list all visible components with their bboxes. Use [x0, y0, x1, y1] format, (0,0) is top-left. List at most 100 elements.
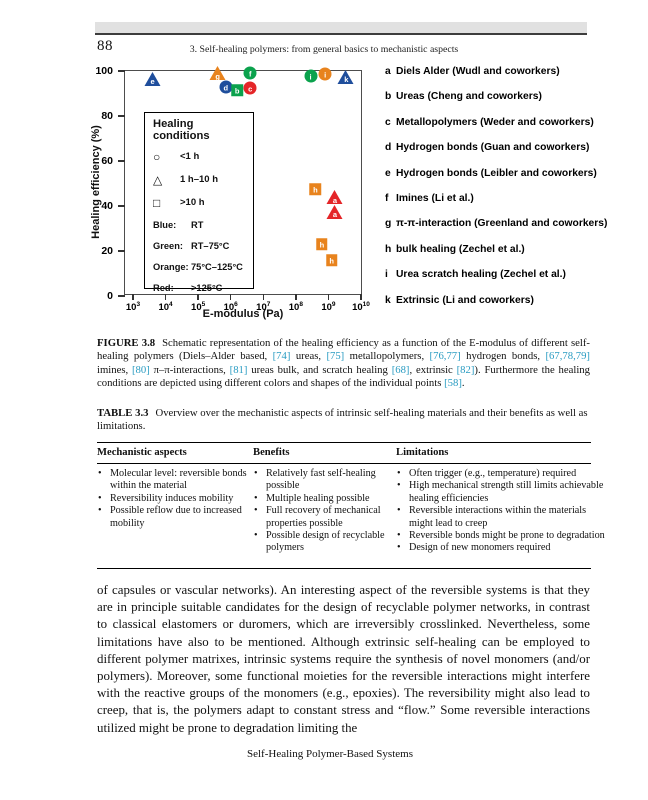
key-letter: h [385, 243, 392, 255]
x-tick-label: 107 [256, 300, 271, 313]
x-tick [327, 294, 330, 300]
table-cell-item: Relatively fast self-healing possible [253, 468, 399, 493]
data-point-a: a [326, 190, 343, 205]
column-header-limitations: Limitations [396, 447, 449, 458]
point-letter: h [319, 240, 325, 250]
figure-caption: FIGURE 3.8 Schematic representation of th… [97, 337, 590, 390]
citation-ref[interactable]: [74] [272, 350, 291, 363]
legend-color-value: >125°C [191, 282, 223, 293]
circle-symbol-icon: ○ [153, 149, 161, 164]
x-tick-label: 105 [191, 300, 206, 313]
key-item-h: h bulk healing (Zechel et al.) [385, 244, 525, 255]
key-text: Imines (Li et al.) [396, 193, 474, 204]
citation-ref[interactable]: [58] [444, 376, 462, 389]
data-point-k: k [337, 69, 355, 85]
x-tick [197, 294, 199, 300]
key-text: Diels Alder (Wudl and coworkers) [396, 66, 560, 77]
point-letter: f [249, 69, 252, 79]
x-axis-title: E-modulus (Pa) [202, 308, 284, 320]
legend-color-name: Blue: [153, 219, 177, 230]
citation-ref[interactable]: [75] [326, 350, 345, 363]
triangle-marker-icon [326, 190, 343, 204]
key-item-e: e Hydrogen bonds (Leibler and coworkers) [385, 168, 597, 179]
scatter-plot-area: 0 20 40 60 80 100 103 104 105 106 107 108 109 1010 e g d… [95, 65, 369, 314]
table-cell-item: High mechanical strength still limits ac… [396, 480, 606, 505]
square-marker-icon [309, 183, 322, 195]
data-point-h: h [316, 238, 328, 250]
page-number: 88 [97, 38, 113, 54]
table-bottom-rule [97, 568, 591, 569]
key-item-d: d Hydrogen bonds (Guan and coworkers) [385, 142, 589, 153]
citation-ref[interactable]: [81] [229, 363, 248, 376]
table-cell-item: Reversibility induces mobility [97, 493, 247, 506]
point-letter: i [309, 72, 312, 81]
citation-ref[interactable]: [76,77] [429, 350, 461, 363]
legend-color-value: 75°C–125°C [191, 261, 243, 272]
key-item-a: a Diels Alder (Wudl and coworkers) [385, 66, 560, 77]
data-point-i: i [318, 67, 332, 81]
x-tick [132, 294, 134, 300]
triangle-marker-icon [209, 66, 226, 81]
x-tick [262, 294, 264, 300]
key-item-b: b Ureas (Cheng and coworkers) [385, 91, 542, 102]
triangle-marker-icon [144, 71, 161, 86]
key-text: π-π-interaction (Greenland and coworkers… [396, 218, 608, 230]
point-letter: h [313, 185, 318, 195]
y-tick-label: 80 [101, 109, 113, 122]
table-cell-item: Often trigger (e.g., temperature) requir… [396, 468, 606, 481]
citation-ref[interactable]: [68] [391, 363, 410, 376]
y-axis-title: Healing efficiency (%) [90, 125, 102, 239]
key-text: Hydrogen bonds (Guan and coworkers) [396, 142, 590, 154]
citation-ref[interactable]: [80] [131, 363, 150, 376]
column-header-mechanistic-aspects: Mechanistic aspects [97, 447, 187, 458]
table-cell-item: Full recovery of mechanical properties p… [253, 505, 399, 530]
legend-color-row: Orange: 75°C–125°C [153, 256, 253, 277]
x-tick [295, 294, 297, 300]
table-cell-item: Possible design of recyclable polymers [253, 530, 399, 555]
figure-caption-text: Schematic representation of the healing … [97, 337, 590, 389]
citation-ref[interactable]: [82] [456, 363, 475, 376]
table-3-3: TABLE 3.3 Overview over the mechanistic a… [97, 407, 605, 572]
data-point-e: e [144, 71, 161, 86]
table-cell-item: Design of new monomers required [396, 542, 606, 555]
circle-marker-icon [219, 80, 233, 94]
key-item-c: c Metallopolymers (Weder and coworkers) [385, 117, 594, 128]
book-title-footer: Self-Healing Polymer-Based Systems [247, 748, 413, 760]
y-tick [118, 115, 125, 117]
legend-color-value: RT–75°C [191, 240, 230, 251]
legend-shape-label: 1 h–10 h [180, 174, 219, 185]
key-item-i: i Urea scratch healing (Zechel et al.) [385, 269, 566, 280]
key-item-f: f Imines (Li et al.) [385, 193, 474, 204]
point-letter: h [329, 256, 334, 266]
y-tick-label: 0 [107, 289, 113, 302]
legend-color-name: Orange: [153, 261, 189, 272]
square-marker-icon [316, 238, 328, 250]
data-point-f: f [243, 66, 257, 80]
citation-ref[interactable]: [67,78,79] [545, 350, 590, 363]
key-letter: i [385, 269, 388, 281]
column-mechanistic-aspects: Molecular level: reversible bonds within… [97, 468, 247, 530]
circle-marker-icon [243, 66, 257, 80]
table-caption-label: TABLE 3.3 [97, 407, 149, 419]
table-caption: TABLE 3.3 Overview over the mechanistic a… [97, 407, 590, 434]
key-text: Extrinsic (Li and coworkers) [396, 294, 534, 306]
y-tick [118, 250, 125, 252]
point-letter: c [248, 84, 253, 94]
x-tick [360, 294, 362, 300]
x-tick-label: 109 [321, 300, 336, 313]
body-paragraph: of capsules or vascular networks). An in… [97, 583, 590, 735]
square-symbol-icon: □ [153, 195, 161, 210]
point-letter: k [344, 75, 349, 85]
key-letter: a [385, 66, 391, 77]
legend-color-name: Red: [153, 282, 174, 293]
table-cell-item: Molecular level: reversible bonds within… [97, 468, 247, 493]
key-text: Ureas (Cheng and coworkers) [396, 91, 542, 103]
table-cell-item: Reversible bonds might be prone to degra… [396, 530, 606, 543]
y-tick [118, 160, 125, 162]
key-text: Hydrogen bonds (Leibler and coworkers) [396, 167, 597, 179]
y-tick-label: 20 [101, 244, 113, 257]
data-point-i: i [304, 69, 317, 82]
square-marker-icon [231, 84, 243, 96]
legend-color-value: RT [191, 219, 204, 230]
